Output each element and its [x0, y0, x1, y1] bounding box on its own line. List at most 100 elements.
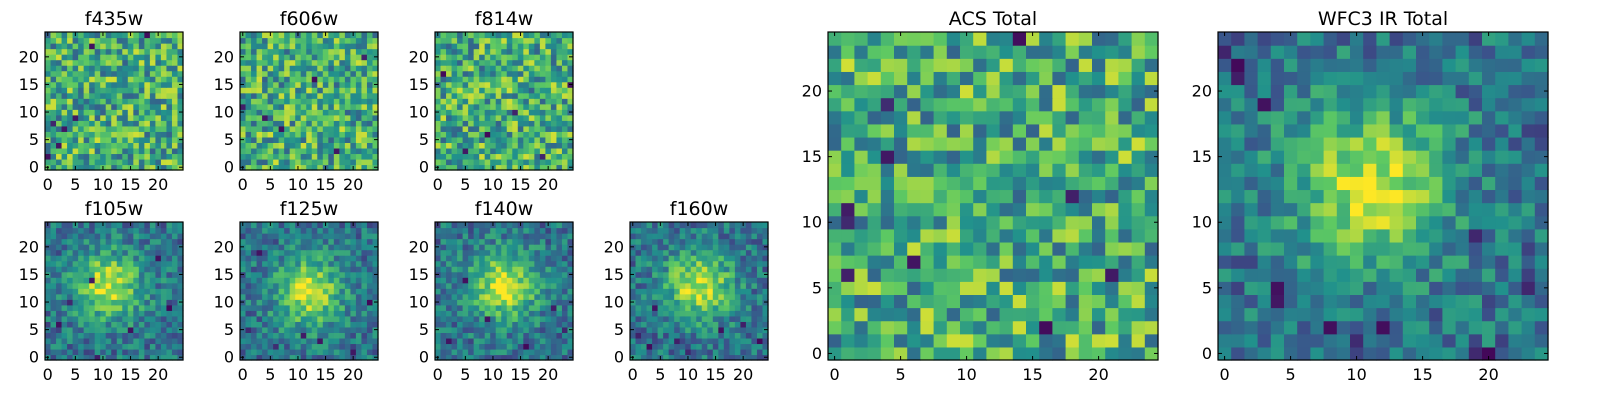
heatmap-cell	[262, 142, 269, 149]
heatmap-cell	[523, 70, 530, 77]
heatmap-cell	[894, 189, 908, 204]
heatmap-cell	[344, 348, 351, 356]
heatmap-cell	[523, 81, 530, 88]
heatmap-cell	[756, 332, 764, 339]
heatmap-cell	[56, 271, 63, 278]
heatmap-cell	[295, 299, 302, 306]
heatmap-cell	[160, 332, 168, 339]
heatmap-cell	[1118, 176, 1133, 191]
heatmap-cell	[317, 288, 324, 295]
heatmap-cell	[144, 326, 151, 333]
heatmap-cell	[149, 131, 156, 138]
heatmap-cell	[160, 59, 168, 66]
heatmap-cell	[111, 103, 118, 110]
heatmap-cell	[446, 37, 453, 44]
heatmap-cell	[300, 54, 307, 61]
heatmap-cell	[339, 271, 346, 278]
heatmap-cell	[473, 87, 480, 94]
heatmap-cell	[256, 153, 263, 160]
y-tick-label: 20	[214, 237, 234, 256]
heatmap-cell	[556, 222, 563, 229]
heatmap-cell	[251, 136, 258, 143]
heatmap-cell	[561, 109, 569, 116]
heatmap-cell	[56, 147, 63, 155]
heatmap-cell	[372, 70, 379, 77]
heatmap-cell	[880, 228, 895, 243]
heatmap-cell	[567, 103, 574, 110]
heatmap-cell	[567, 227, 574, 234]
heatmap-cell	[484, 125, 491, 132]
heatmap-cell	[171, 92, 179, 99]
heatmap-cell	[484, 326, 491, 333]
heatmap-cell	[127, 158, 134, 166]
heatmap-cell	[311, 32, 318, 39]
heatmap-cell	[89, 32, 96, 39]
heatmap-cell	[528, 59, 535, 66]
heatmap-cell	[534, 315, 541, 322]
heatmap-cell	[256, 70, 263, 77]
heatmap-cell	[501, 238, 508, 245]
x-tick-label: 15	[510, 175, 530, 194]
heatmap-cell	[523, 65, 530, 72]
heatmap-cell	[61, 92, 68, 99]
heatmap-cell	[262, 249, 269, 256]
heatmap-cell	[149, 92, 156, 99]
heatmap-cell	[355, 103, 363, 110]
heatmap-cell	[78, 54, 85, 61]
heatmap-cell	[762, 282, 769, 289]
heatmap-cell	[484, 158, 491, 166]
heatmap-cell	[256, 59, 263, 66]
heatmap-cell	[707, 227, 714, 234]
heatmap-cell	[240, 98, 247, 105]
heatmap-cell	[127, 238, 134, 245]
heatmap-cell	[718, 222, 725, 229]
heatmap-cell	[333, 131, 340, 138]
heatmap-cell	[344, 282, 351, 289]
heatmap-cell	[50, 304, 57, 311]
heatmap-cell	[440, 321, 447, 328]
heatmap-cell	[256, 131, 263, 138]
heatmap-cell	[468, 260, 475, 267]
heatmap-cell	[473, 260, 480, 267]
heatmap-cell	[534, 136, 541, 143]
heatmap-cell	[630, 310, 637, 317]
heatmap-cell	[322, 271, 329, 278]
heatmap-cell	[262, 326, 269, 333]
heatmap-cell	[240, 125, 247, 132]
heatmap-cell	[171, 227, 179, 234]
heatmap-cell	[127, 48, 134, 55]
heatmap-cell	[339, 260, 346, 267]
heatmap-cell	[155, 65, 162, 72]
heatmap-cell	[854, 255, 869, 269]
heatmap-cell	[78, 59, 85, 66]
heatmap-cell	[1078, 307, 1093, 322]
heatmap-cell	[138, 142, 145, 149]
heatmap-cell	[344, 136, 351, 143]
heatmap-cell	[311, 321, 318, 328]
heatmap-cell	[561, 158, 569, 166]
heatmap-cell	[641, 244, 648, 251]
heatmap-cell	[289, 43, 296, 50]
heatmap-cell	[116, 131, 123, 138]
heatmap-cell	[545, 103, 552, 110]
heatmap-cell	[635, 348, 642, 356]
heatmap-cell	[94, 131, 101, 138]
heatmap-cell	[317, 65, 324, 72]
heatmap-cell	[72, 109, 79, 116]
heatmap-cell	[160, 271, 168, 278]
heatmap-cell	[734, 299, 741, 306]
heatmap-cell	[111, 249, 118, 256]
heatmap-cell	[177, 255, 184, 262]
heatmap-cell	[328, 249, 335, 256]
heatmap-cell	[56, 293, 63, 300]
heatmap-cell	[512, 315, 519, 322]
heatmap-cell	[177, 233, 184, 240]
heatmap-cell	[372, 227, 379, 234]
heatmap-cell	[440, 70, 447, 77]
heatmap-cell	[1118, 202, 1133, 217]
heatmap-cell	[468, 81, 475, 88]
heatmap-cell	[306, 65, 313, 72]
heatmap-cell	[528, 98, 535, 105]
heatmap-cell	[462, 238, 469, 245]
